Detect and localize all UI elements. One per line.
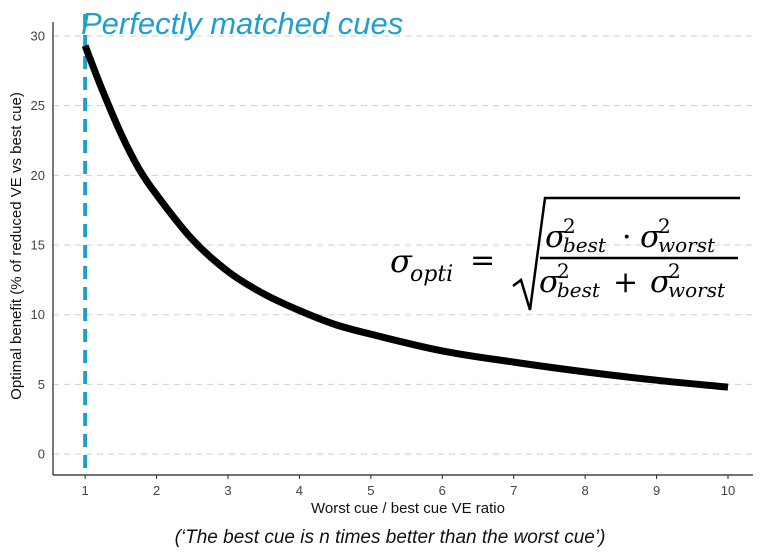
grid-lines — [53, 35, 753, 455]
tick-labels: 0 5 10 15 20 25 30 1 2 3 4 5 6 7 8 9 10 — [31, 28, 736, 498]
x-tick-label: 8 — [582, 483, 589, 498]
y-tick-label: 20 — [31, 168, 45, 183]
x-tick-label: 1 — [82, 483, 89, 498]
y-tick-label: 0 — [38, 447, 45, 462]
formula-num-sigma-2: σ — [640, 219, 662, 255]
formula-lhs-sigma: σ — [390, 242, 413, 280]
formula-num-sup-1: 2 — [563, 214, 576, 238]
x-axis-label: Worst cue / best cue VE ratio — [311, 500, 505, 517]
series-line — [81, 44, 729, 391]
x-tick-label: 2 — [153, 483, 160, 498]
formula: σ opti = σ 2 best · σ 2 worst σ 2 best +… — [390, 196, 740, 311]
y-tick-label: 5 — [38, 377, 45, 392]
formula-den-sub-best: best — [557, 278, 601, 302]
y-tick-label: 15 — [31, 238, 45, 253]
caption: (‘The best cue is n times better than th… — [175, 527, 606, 548]
formula-num-dot: · — [622, 220, 632, 255]
formula-den-sup-2: 2 — [668, 259, 681, 283]
y-axis-label: Optimal benefit (% of reduced VE vs best… — [8, 92, 25, 400]
x-tick-label: 10 — [721, 483, 735, 498]
formula-sqrt-sign — [512, 196, 740, 311]
axes — [52, 22, 753, 479]
x-tick-label: 6 — [439, 483, 446, 498]
formula-den-sigma-1: σ — [539, 264, 561, 300]
y-tick-label: 25 — [31, 98, 45, 113]
x-tick-label: 7 — [510, 483, 517, 498]
formula-lhs-subscript: opti — [410, 262, 453, 287]
x-tick-label: 4 — [296, 483, 303, 498]
formula-den-plus: + — [613, 265, 638, 300]
formula-den-sub-worst: worst — [668, 278, 726, 302]
formula-num-sup-2: 2 — [658, 214, 671, 238]
formula-num-sub-best: best — [563, 233, 607, 257]
y-tick-label: 30 — [31, 28, 45, 43]
reference-line-label: Perfectly matched cues — [81, 6, 403, 41]
series-group — [81, 44, 729, 391]
formula-num-sub-worst: worst — [658, 233, 716, 257]
formula-equals: = — [470, 243, 495, 278]
x-tick-label: 3 — [224, 483, 231, 498]
x-tick-label: 5 — [367, 483, 374, 498]
formula-num-sigma-1: σ — [545, 219, 567, 255]
x-tick-label: 9 — [653, 483, 660, 498]
formula-den-sigma-2: σ — [650, 264, 672, 300]
y-tick-label: 10 — [31, 307, 45, 322]
formula-den-sup-1: 2 — [557, 259, 570, 283]
